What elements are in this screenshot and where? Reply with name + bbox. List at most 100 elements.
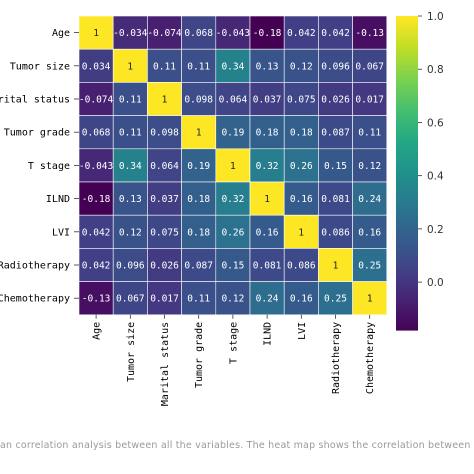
colorbar-segment (396, 99, 418, 103)
cell-value-label: 0.081 (253, 261, 282, 272)
colorbar-segment (396, 29, 418, 33)
heatmap-cell (283, 82, 319, 116)
heatmap-cell (78, 181, 114, 216)
cell-value-label: 0.075 (287, 95, 316, 106)
row-tick-label: Age (52, 28, 70, 39)
heatmap-cell (147, 181, 182, 216)
heatmap-cell (215, 281, 251, 316)
cell-value-label: 0.18 (290, 128, 313, 139)
cell-value-label: 0.096 (321, 61, 350, 72)
heatmap-cell (181, 115, 217, 150)
colorbar-segment (396, 285, 418, 289)
colorbar-tick-label: 0.8 (427, 64, 444, 76)
colorbar-segment (396, 21, 418, 25)
cell-value-label: -0.13 (82, 294, 111, 305)
cell-value-label: 0.098 (150, 128, 179, 139)
colorbar-segment (396, 327, 418, 331)
cell-value-label: 0.12 (290, 61, 313, 72)
colorbar-segment (396, 170, 418, 174)
colorbar-segment (396, 295, 418, 300)
colorbar-segment (396, 60, 418, 64)
colorbar-segment (396, 16, 418, 20)
heatmap-cell (249, 148, 285, 183)
colorbar-segment (396, 36, 418, 41)
colorbar-segment (396, 65, 418, 69)
colorbar-segment (396, 180, 418, 185)
cell-value-label: -0.043 (216, 28, 250, 39)
cell-value-label: 1 (298, 227, 304, 238)
colorbar-segment (396, 18, 418, 22)
colorbar-segment (396, 267, 418, 271)
heatmap-cell (112, 115, 148, 150)
cell-value-label: 0.034 (82, 61, 111, 72)
cell-value-label: 0.11 (187, 294, 210, 305)
colorbar-segment (396, 84, 418, 88)
heatmap-cell (112, 82, 148, 116)
heatmap-cell (249, 15, 285, 50)
cell-value-label: 0.042 (321, 28, 350, 39)
cell-value-label: 0.096 (116, 261, 145, 272)
colorbar-tick-label: 0.4 (427, 171, 444, 183)
colorbar-segment (396, 115, 418, 119)
cell-value-label: 0.037 (150, 194, 179, 205)
cell-value-label: 0.32 (221, 194, 244, 205)
colorbar-segment (396, 306, 418, 310)
colorbar-segment (396, 199, 418, 203)
heatmap-cell (147, 248, 182, 282)
colorbar-segment (396, 178, 418, 182)
colorbar-segment (396, 230, 418, 234)
colorbar-segment (396, 191, 418, 195)
cell-value-label: 0.064 (219, 95, 248, 106)
cell-value-label: 0.042 (82, 261, 111, 272)
colorbar-segment (396, 78, 418, 83)
figure-caption: an correlation analysis between all the … (0, 440, 474, 451)
cell-value-label: 0.017 (150, 294, 179, 305)
colorbar-segment (396, 311, 418, 315)
column-tick-label: LVI (297, 322, 308, 340)
cell-value-label: 0.15 (221, 261, 244, 272)
colorbar-segment (396, 303, 418, 308)
colorbar-segment (396, 23, 418, 28)
cell-value-label: 0.34 (119, 161, 142, 172)
column-tick-label: Chemotherapy (365, 322, 376, 394)
cell-value-label: 1 (162, 95, 168, 106)
colorbar-segment (396, 26, 418, 30)
colorbar-segment (396, 316, 418, 321)
colorbar-segment (396, 298, 418, 302)
heatmap-cell (181, 248, 217, 282)
colorbar-segment (396, 196, 418, 200)
cell-value-label: 0.24 (358, 194, 381, 205)
cell-value-label: -0.074 (147, 28, 182, 39)
row-tick-label: ILND (46, 194, 70, 205)
colorbar-segment (396, 110, 418, 114)
cell-value-label: -0.074 (79, 95, 114, 106)
colorbar-segment (396, 319, 418, 323)
colorbar-segment (396, 222, 418, 226)
column-tick-label: Tumor grade (194, 322, 205, 388)
colorbar-segment (396, 275, 418, 279)
cell-value-label: 0.25 (324, 294, 347, 305)
cell-value-label: 0.026 (150, 261, 179, 272)
colorbar-segment (396, 254, 418, 258)
colorbar-segment (396, 322, 418, 326)
cell-value-label: 1 (333, 261, 339, 272)
heatmap-cell (112, 281, 148, 316)
colorbar-tick-label: 0.6 (427, 117, 444, 129)
colorbar-segment (396, 214, 418, 219)
column-tick-label: T stage (228, 322, 239, 364)
cell-value-label: 1 (264, 194, 270, 205)
cell-value-label: 0.11 (153, 61, 176, 72)
colorbar-segment (396, 162, 418, 166)
colorbar-segment (396, 246, 418, 250)
heatmap-cell (352, 82, 388, 116)
row-tick-label: rital status (0, 95, 70, 106)
colorbar-segment (396, 81, 418, 85)
cell-value-label: 0.017 (355, 95, 384, 106)
colorbar-segment (396, 277, 418, 281)
row-tick-label: LVI (52, 227, 70, 238)
cell-value-label: 0.067 (116, 294, 145, 305)
colorbar-segment (396, 133, 418, 137)
cell-value-label: 0.042 (82, 227, 111, 238)
cell-value-label: 0.18 (256, 128, 279, 139)
cell-value-label: 0.067 (355, 61, 384, 72)
